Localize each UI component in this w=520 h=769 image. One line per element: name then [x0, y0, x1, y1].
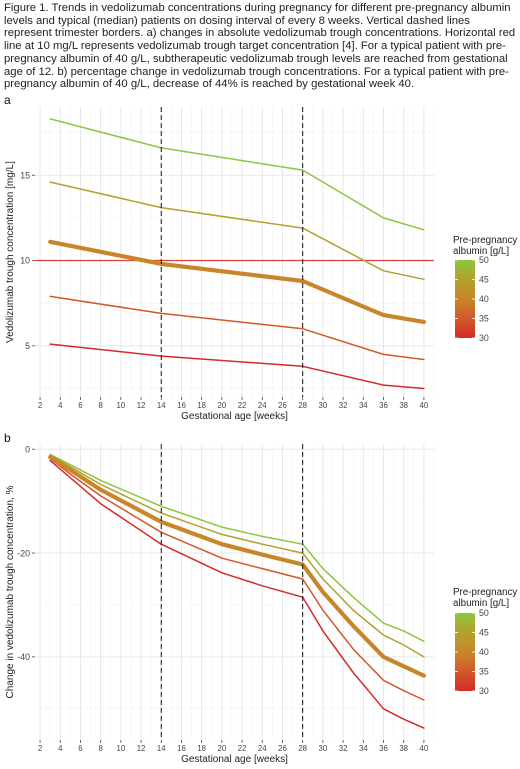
x-tick-label: 14: [157, 401, 166, 410]
x-tick-label: 30: [319, 401, 328, 410]
y-axis-title: Vedolizumab trough concentration [mg/L]: [5, 161, 16, 343]
legend-tick-label: 50: [479, 255, 489, 265]
x-tick-label: 4: [58, 744, 63, 753]
x-tick-label: 36: [379, 401, 388, 410]
x-tick-label: 40: [420, 401, 429, 410]
x-tick-label: 12: [137, 744, 146, 753]
chart-panel-b: b2 4 6 8 10 12 14 16 18 20 22 24 26 28 30 32 34 36 38 400-2…: [4, 431, 517, 765]
legend-title-line1: Pre-pregnancy: [453, 235, 517, 246]
y-axis-title: Change in vedolizumab trough concentrati…: [5, 485, 16, 698]
y-tick-label: 15: [20, 170, 30, 180]
figure-caption: Figure 1. Trends in vedolizumab concentr…: [4, 2, 516, 91]
legend-title-line2: albumin [g/L]: [453, 598, 509, 609]
x-tick-label: 2: [38, 401, 42, 410]
legend-colorbar: [455, 260, 475, 338]
legend-tick-label: 30: [479, 686, 489, 696]
x-axis-title: Gestational age [weeks]: [181, 411, 288, 422]
y-tick-label: -40: [17, 652, 30, 662]
x-tick-label: 18: [197, 401, 206, 410]
x-tick-label: 26: [278, 401, 287, 410]
x-tick-label: 16: [177, 401, 186, 410]
series-line-albumin-35: [49, 457, 425, 701]
x-tick-label: 32: [339, 744, 348, 753]
y-tick-label: 0: [25, 444, 30, 454]
series-line-albumin-50: [49, 118, 425, 231]
x-tick-label: 6: [78, 401, 82, 410]
series-line-albumin-35: [49, 295, 425, 361]
legend-tick-label: 40: [479, 647, 489, 657]
x-tick-label: 12: [137, 401, 146, 410]
legend-tick-label: 40: [479, 294, 489, 304]
x-tick-label: 10: [117, 744, 126, 753]
legend-tick-label: 35: [479, 667, 489, 677]
legend-tick-label: 45: [479, 628, 489, 638]
legend-tick-label: 35: [479, 314, 489, 324]
panel-letter-a: a: [4, 93, 11, 107]
x-tick-label: 28: [298, 401, 307, 410]
x-tick-label: 38: [399, 744, 408, 753]
x-tick-label: 30: [319, 744, 328, 753]
x-tick-label: 20: [218, 744, 227, 753]
y-tick-label: 5: [25, 341, 30, 351]
x-tick-label: 32: [339, 401, 348, 410]
x-tick-label: 34: [359, 744, 368, 753]
x-tick-label: 2: [38, 744, 42, 753]
x-tick-label: 22: [238, 401, 247, 410]
x-tick-label: 26: [278, 744, 287, 753]
x-tick-label: 40: [420, 744, 429, 753]
legend-tick-label: 45: [479, 275, 489, 285]
x-tick-label: 18: [197, 744, 206, 753]
legend-title-line1: Pre-pregnancy: [453, 587, 517, 598]
series-line-albumin-40: [48, 454, 426, 678]
legend-colorbar: [455, 613, 475, 691]
legend-tick-label: 50: [479, 608, 489, 618]
y-tick-label: -20: [17, 548, 30, 558]
x-tick-label: 6: [78, 744, 82, 753]
x-tick-label: 34: [359, 401, 368, 410]
chart-panel-a: a2 4 6 8 10 12 14 16 18 20 22 24 26 28 30 32 34 36 38 40510…: [4, 93, 517, 422]
x-tick-label: 4: [58, 401, 63, 410]
x-tick-label: 8: [98, 744, 102, 753]
x-tick-label: 38: [399, 401, 408, 410]
legend-tick-label: 30: [479, 333, 489, 343]
panel-letter-b: b: [4, 431, 11, 445]
x-tick-label: 10: [117, 401, 126, 410]
x-tick-label: 14: [157, 744, 166, 753]
series-line-albumin-50: [49, 453, 425, 643]
x-tick-label: 8: [98, 401, 102, 410]
legend-title-line2: albumin [g/L]: [453, 246, 509, 257]
series-line-albumin-30: [49, 459, 425, 729]
x-tick-label: 16: [177, 744, 186, 753]
series-line-albumin-40: [48, 239, 426, 324]
x-tick-label: 24: [258, 744, 267, 753]
x-tick-label: 36: [379, 744, 388, 753]
x-tick-label: 28: [298, 744, 307, 753]
x-tick-label: 20: [218, 401, 227, 410]
series-line-albumin-45: [49, 454, 425, 658]
x-tick-label: 22: [238, 744, 247, 753]
y-tick-label: 10: [20, 256, 30, 266]
x-tick-label: 24: [258, 401, 267, 410]
x-axis-title: Gestational age [weeks]: [181, 754, 288, 765]
